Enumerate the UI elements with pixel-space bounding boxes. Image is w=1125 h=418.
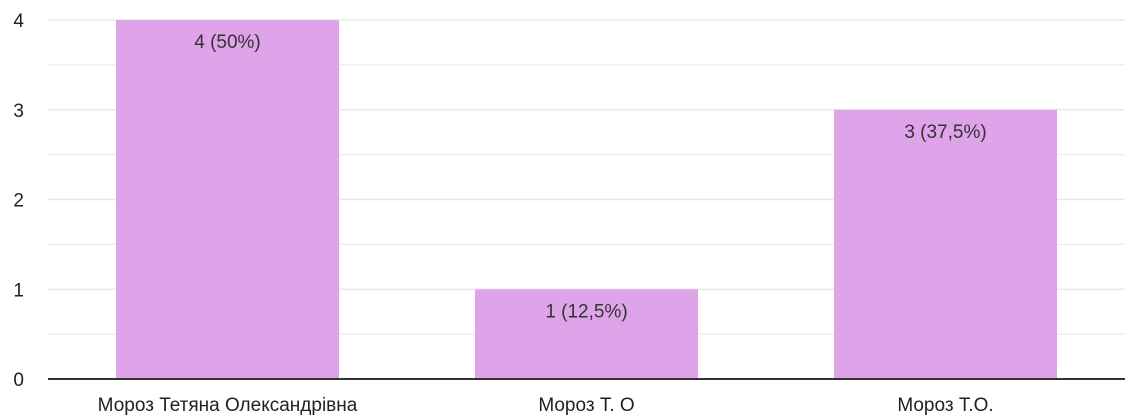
y-tick-label: 0 [13,370,24,391]
bar [475,289,698,379]
bar [116,20,339,379]
data-labels: 4 (50%) 1 (12,5%) 3 (37,5%) [194,32,986,322]
category-labels: Мороз Тетяна Олександрівна Мороз Т. О Мо… [98,395,994,416]
y-tick-label: 3 [13,101,24,122]
bar [834,109,1057,379]
category-label: Мороз Т.О. [897,395,993,416]
bars [116,20,1057,379]
category-label: Мороз Тетяна Олександрівна [98,395,358,416]
y-axis-ticks: 0 1 2 3 4 [13,11,24,391]
category-label: Мороз Т. О [538,395,634,416]
data-label: 3 (37,5%) [904,122,986,143]
y-tick-label: 1 [13,280,24,301]
y-tick-label: 4 [13,11,24,32]
data-label: 1 (12,5%) [545,301,627,322]
data-label: 4 (50%) [194,32,261,53]
y-tick-label: 2 [13,191,24,212]
